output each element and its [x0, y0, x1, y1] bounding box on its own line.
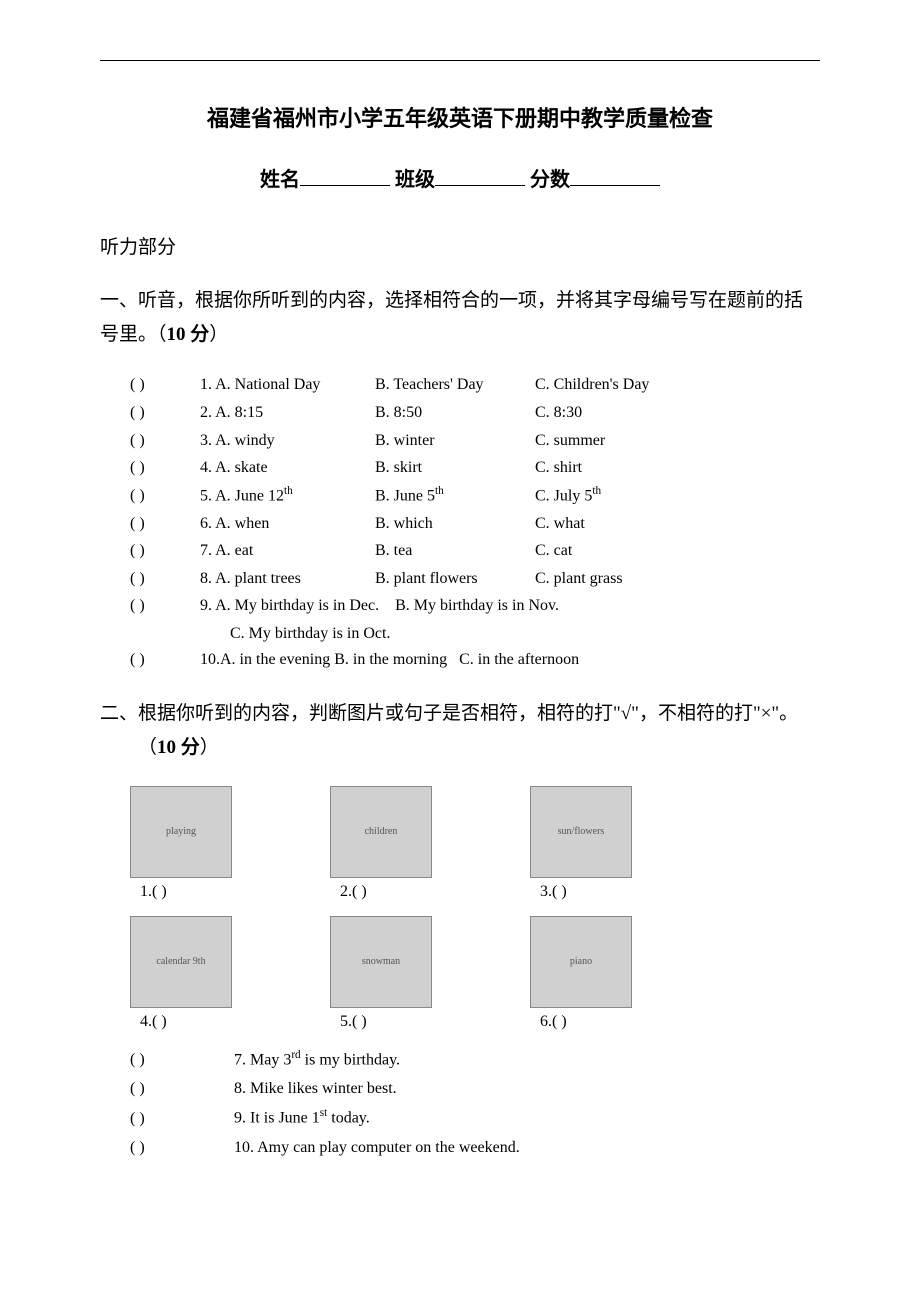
- question-row: ( ) 7. A. eat B. tea C. cat: [130, 538, 820, 564]
- score-label: 分数: [530, 169, 570, 191]
- section2-title: 二、根据你听到的内容，判断图片或句子是否相符，相符的打"√"，不相符的打"×"。…: [138, 697, 820, 765]
- image-item: children 2.( ): [330, 786, 530, 901]
- question-row: ( ) 3. A. windy B. winter C. summer: [130, 428, 820, 454]
- answer-paren[interactable]: ( ): [130, 372, 200, 398]
- answer-paren[interactable]: ( ): [130, 1046, 230, 1073]
- question-row: ( ) 1. A. National Day B. Teachers' Day …: [130, 372, 820, 398]
- tf-question-row: ( ) 9. It is June 1st today.: [130, 1104, 820, 1132]
- class-label: 班级: [395, 169, 435, 191]
- image-placeholder: piano: [530, 916, 632, 1008]
- student-info-line: 姓名 班级 分数: [100, 163, 820, 192]
- image-placeholder: playing: [130, 786, 232, 878]
- tf-question-row: ( ) 7. May 3rd is my birthday.: [130, 1046, 820, 1074]
- section1-title: 一、听音，根据你所听到的内容，选择相符合的一项，并将其字母编号写在题前的括号里。…: [100, 284, 820, 352]
- section1-points: 10 分: [167, 324, 210, 345]
- name-blank[interactable]: [300, 165, 390, 186]
- question-row: ( ) 2. A. 8:15 B. 8:50 C. 8:30: [130, 400, 820, 426]
- answer-paren[interactable]: ( ): [130, 1075, 230, 1102]
- section2-tf-questions: ( ) 7. May 3rd is my birthday. ( ) 8. Mi…: [130, 1046, 820, 1161]
- listening-section-header: 听力部分: [100, 232, 820, 259]
- answer-paren[interactable]: ( ): [130, 538, 200, 564]
- image-answer-paren[interactable]: 2.( ): [340, 883, 530, 901]
- answer-paren[interactable]: ( ): [130, 511, 200, 537]
- section1-questions: ( ) 1. A. National Day B. Teachers' Day …: [130, 372, 820, 672]
- answer-paren[interactable]: ( ): [130, 400, 200, 426]
- image-item: playing 1.( ): [130, 786, 330, 901]
- image-placeholder: snowman: [330, 916, 432, 1008]
- answer-paren[interactable]: ( ): [130, 455, 200, 481]
- tf-question-row: ( ) 10. Amy can play computer on the wee…: [130, 1134, 820, 1161]
- section1-title-post: ）: [209, 324, 228, 345]
- answer-paren[interactable]: ( ): [130, 566, 200, 592]
- question-row: ( ) 6. A. when B. which C. what: [130, 511, 820, 537]
- answer-paren[interactable]: ( ): [130, 1134, 230, 1161]
- image-placeholder: calendar 9th: [130, 916, 232, 1008]
- image-answer-paren[interactable]: 3.( ): [540, 883, 730, 901]
- image-answer-paren[interactable]: 5.( ): [340, 1013, 530, 1031]
- image-answer-paren[interactable]: 6.( ): [540, 1013, 730, 1031]
- image-item: snowman 5.( ): [330, 916, 530, 1031]
- section2-image-grid: playing 1.( ) children 2.( ) sun/flowers…: [130, 786, 820, 1046]
- question-row: ( ) 4. A. skate B. skirt C. shirt: [130, 455, 820, 481]
- document-title: 福建省福州市小学五年级英语下册期中教学质量检查: [100, 101, 820, 133]
- question-row: ( ) 10.A. in the evening B. in the morni…: [130, 647, 820, 673]
- image-answer-paren[interactable]: 1.( ): [140, 883, 330, 901]
- question-row: ( ) 9. A. My birthday is in Dec. B. My b…: [130, 593, 820, 619]
- tf-question-row: ( ) 8. Mike likes winter best.: [130, 1075, 820, 1102]
- image-placeholder: sun/flowers: [530, 786, 632, 878]
- answer-paren[interactable]: ( ): [130, 428, 200, 454]
- class-blank[interactable]: [435, 165, 525, 186]
- question-row: ( ) 8. A. plant trees B. plant flowers C…: [130, 566, 820, 592]
- answer-paren[interactable]: ( ): [130, 1105, 230, 1132]
- score-blank[interactable]: [570, 165, 660, 186]
- section2-title-post: ）: [200, 737, 219, 758]
- image-item: sun/flowers 3.( ): [530, 786, 730, 901]
- image-answer-paren[interactable]: 4.( ): [140, 1013, 330, 1031]
- answer-paren[interactable]: ( ): [130, 593, 200, 619]
- image-item: piano 6.( ): [530, 916, 730, 1031]
- name-label: 姓名: [260, 169, 300, 191]
- section2-points: 10 分: [157, 737, 200, 758]
- answer-paren[interactable]: ( ): [130, 647, 200, 673]
- question-continuation: C. My birthday is in Oct.: [230, 621, 820, 647]
- answer-paren[interactable]: ( ): [130, 483, 200, 509]
- image-placeholder: children: [330, 786, 432, 878]
- question-row: ( ) 5. A. June 12th B. June 5th C. July …: [130, 483, 820, 509]
- top-divider: [100, 60, 820, 61]
- image-item: calendar 9th 4.( ): [130, 916, 330, 1031]
